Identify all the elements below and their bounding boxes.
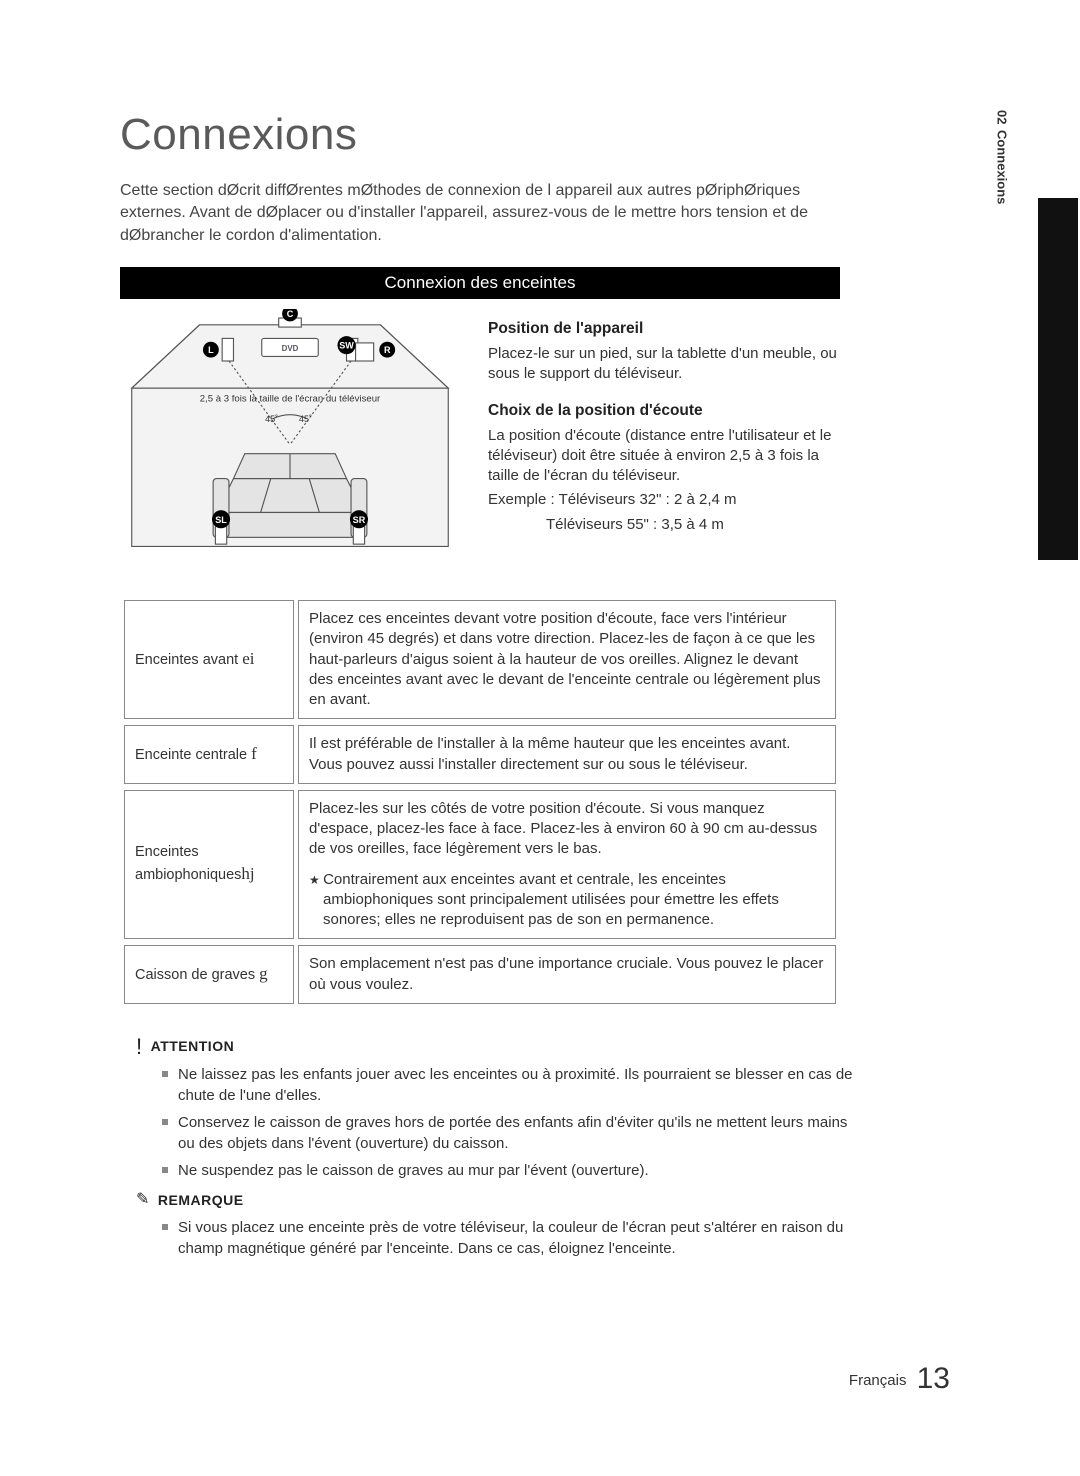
side-black-bar (1038, 198, 1078, 560)
chapter-number: 02 (995, 110, 1010, 124)
position-p1: Placez-le sur un pied, sur la tablette d… (488, 344, 840, 385)
diagram-and-text-row: DVD C L R SW 2,5 à 3 fois la taille de l… (120, 299, 840, 574)
angle-left: 45˚ (265, 414, 278, 424)
row-desc: Placez-les sur les côtés de votre positi… (298, 790, 836, 940)
position-p2: La position d'écoute (distance entre l'u… (488, 426, 840, 487)
remarque-list: Si vous placez une enceinte près de votr… (120, 1217, 860, 1259)
list-item: Conservez le caisson de graves hors de p… (162, 1112, 860, 1154)
attention-list: Ne laissez pas les enfants jouer avec le… (120, 1064, 860, 1181)
table-row: Caisson de graves g Son emplacement n'es… (124, 945, 836, 1004)
page-footer: Français 13 (849, 1362, 950, 1396)
attention-heading: ! ATTENTION (136, 1036, 860, 1058)
position-p3: Exemple : Téléviseurs 32" : 2 à 2,4 m (488, 490, 840, 510)
position-p4: Téléviseurs 55" : 3,5 à 4 m (488, 515, 840, 535)
chapter-name: Connexions (995, 130, 1010, 204)
badge-r: R (384, 345, 391, 355)
side-chapter-tab: 02 Connexions (984, 110, 1020, 205)
badge-sw: SW (339, 341, 354, 351)
footer-lang: Français (849, 1372, 907, 1389)
table-row: Enceintes avant ei Placez ces enceintes … (124, 600, 836, 719)
diagram-caption: 2,5 à 3 fois la taille de l'écran du tél… (200, 394, 381, 405)
badge-l: L (208, 345, 214, 355)
page-title: Connexions (120, 110, 970, 160)
angle-right: 45˚ (299, 414, 312, 424)
section-banner: Connexion des enceintes (120, 267, 840, 299)
row-desc: Son emplacement n'est pas d'une importan… (298, 945, 836, 1004)
remarque-heading: ✎ REMARQUE (136, 1191, 860, 1211)
table-row: Enceintes ambiophoniqueshj Placez-les su… (124, 790, 836, 940)
attention-block: ! ATTENTION Ne laissez pas les enfants j… (120, 1036, 860, 1259)
table-row: Enceinte centrale f Il est préférable de… (124, 725, 836, 784)
star-note: Contrairement aux enceintes avant et cen… (309, 870, 825, 931)
dvd-label: DVD (282, 344, 299, 353)
position-heading-1: Position de l'appareil (488, 319, 840, 340)
badge-sr: SR (353, 515, 366, 525)
list-item: Ne suspendez pas le caisson de graves au… (162, 1160, 860, 1181)
speaker-layout-diagram: DVD C L R SW 2,5 à 3 fois la taille de l… (120, 299, 460, 574)
footer-page-number: 13 (917, 1362, 950, 1395)
row-label: Caisson de graves g (124, 945, 294, 1004)
row-label: Enceintes avant ei (124, 600, 294, 719)
list-item: Ne laissez pas les enfants jouer avec le… (162, 1064, 860, 1106)
badge-sl: SL (215, 515, 227, 525)
warning-icon: ! (136, 1036, 143, 1058)
position-heading-2: Choix de la position d'écoute (488, 401, 840, 422)
list-item: Si vous placez une enceinte près de votr… (162, 1217, 860, 1259)
position-text-column: Position de l'appareil Placez-le sur un … (488, 299, 840, 574)
row-label: Enceintes ambiophoniqueshj (124, 790, 294, 940)
intro-paragraph: Cette section dØcrit diffØrentes mØthode… (120, 180, 840, 247)
row-desc: Il est préférable de l'installer à la mê… (298, 725, 836, 784)
note-icon: ✎ (136, 1192, 150, 1208)
row-desc: Placez ces enceintes devant votre positi… (298, 600, 836, 719)
speakers-table: Enceintes avant ei Placez ces enceintes … (120, 594, 840, 1010)
badge-c: C (287, 309, 294, 319)
row-label: Enceinte centrale f (124, 725, 294, 784)
